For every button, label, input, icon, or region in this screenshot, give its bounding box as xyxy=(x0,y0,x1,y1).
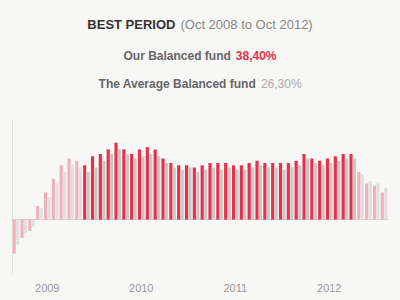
svg-text:BEST PERIOD: BEST PERIOD xyxy=(87,17,175,32)
svg-text:(Oct 2008 to Oct 2012): (Oct 2008 to Oct 2012) xyxy=(180,17,312,32)
svg-text:2009: 2009 xyxy=(35,282,59,294)
svg-text:38,40%: 38,40% xyxy=(236,49,277,63)
svg-text:26,30%: 26,30% xyxy=(261,77,302,91)
svg-text:Our Balanced fund: Our Balanced fund xyxy=(123,49,230,63)
svg-text:2012: 2012 xyxy=(317,282,341,294)
svg-text:2010: 2010 xyxy=(129,282,153,294)
svg-text:The Average Balanced fund: The Average Balanced fund xyxy=(99,77,256,91)
svg-text:2011: 2011 xyxy=(223,282,247,294)
